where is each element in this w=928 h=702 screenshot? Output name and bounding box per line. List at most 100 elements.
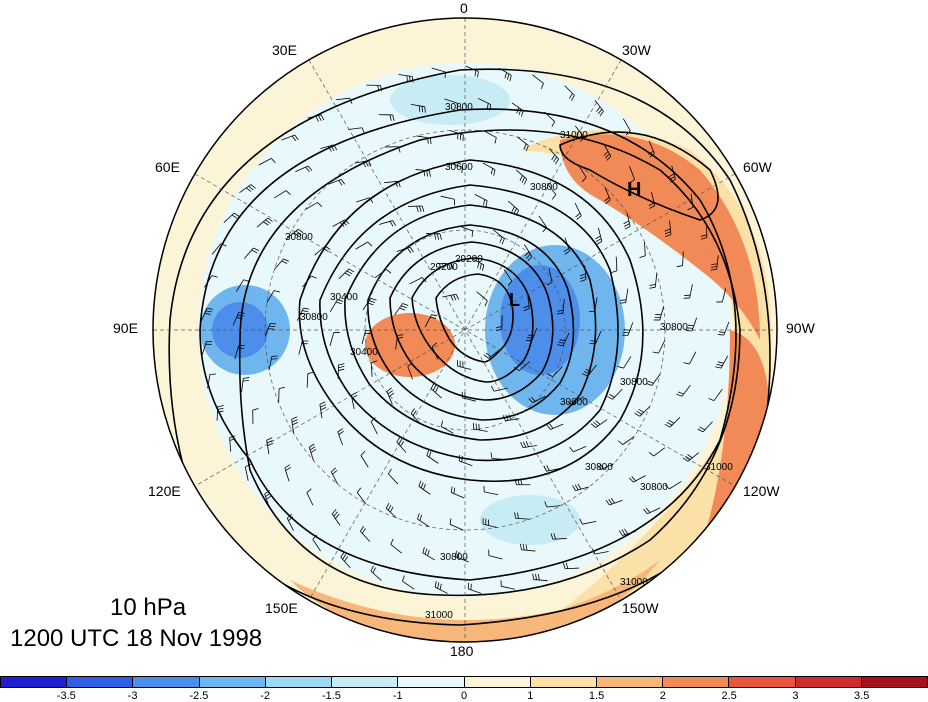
- wind-barb-feather: [270, 158, 276, 163]
- warm-anomaly-center: [365, 313, 455, 377]
- wind-barb: [546, 183, 557, 195]
- wind-barb-feather: [509, 75, 512, 82]
- wind-barb-feather: [293, 232, 299, 237]
- wind-barb: [243, 247, 254, 259]
- wind-barb: [229, 437, 232, 452]
- wind-barb-feather: [574, 484, 579, 491]
- wind-barb: [449, 524, 464, 531]
- wind-barb-feather: [520, 110, 524, 117]
- wind-barb-feather: [596, 464, 602, 470]
- wind-barb-feather: [398, 146, 401, 153]
- wind-barb-feather: [514, 478, 517, 485]
- wind-barb-feather: [518, 108, 522, 115]
- wind-barb-feather: [697, 428, 704, 433]
- wind-barb: [488, 349, 500, 359]
- wind-barb: [595, 331, 602, 345]
- wind-barb: [476, 291, 488, 302]
- wind-barb: [234, 345, 240, 360]
- wind-barb: [524, 244, 533, 257]
- wind-barb-feather: [269, 325, 276, 328]
- wind-barb-feather: [300, 312, 307, 315]
- wind-barb-feather: [621, 334, 629, 336]
- wind-barb: [298, 340, 303, 355]
- wind-barb-feather: [543, 465, 547, 472]
- wind-barb: [550, 423, 564, 430]
- wind-barb-feather: [494, 137, 497, 144]
- wind-barb-feather: [590, 340, 597, 342]
- wind-barb-feather: [411, 76, 414, 83]
- wind-barb-feather: [571, 95, 575, 101]
- wind-barb-feather: [664, 228, 671, 232]
- wind-barb-feather: [652, 351, 659, 354]
- wind-barb-feather: [317, 202, 323, 207]
- wind-barb-feather: [370, 297, 377, 301]
- wind-barb: [572, 396, 584, 406]
- colorbar-tick-label: 2.5: [721, 690, 737, 702]
- wind-barb-feather: [288, 516, 294, 521]
- wind-barb-feather: [620, 299, 627, 301]
- wind-barb-feather: [511, 206, 515, 213]
- wind-barb: [544, 111, 555, 122]
- wind-barb-feather: [306, 488, 312, 493]
- wind-barb: [517, 136, 529, 146]
- wind-barb-feather: [611, 270, 618, 274]
- wind-barb-feather: [409, 76, 411, 83]
- contour-label: 30800: [640, 482, 668, 493]
- wind-barb: [201, 341, 207, 355]
- wind-barb-feather: [263, 221, 269, 226]
- wind-barb-feather: [437, 582, 440, 589]
- contour-1: [298, 159, 644, 483]
- wind-barb: [538, 215, 548, 228]
- wind-barb-feather: [455, 294, 460, 300]
- wind-barb: [483, 523, 497, 528]
- wind-barb-feather: [421, 205, 425, 212]
- wind-barb-feather: [610, 497, 615, 504]
- wind-barb-feather: [421, 277, 427, 283]
- wind-barb-feather: [455, 550, 457, 557]
- wind-barb: [533, 579, 548, 582]
- wind-barb-feather: [623, 329, 630, 331]
- wind-barb: [565, 567, 580, 570]
- wind-barb-feather: [332, 470, 338, 475]
- wind-barb-feather: [527, 256, 533, 262]
- wind-barb: [459, 460, 473, 467]
- wind-barb-feather: [426, 170, 429, 177]
- wind-barb-feather: [551, 121, 556, 128]
- wind-barb-feather: [368, 160, 372, 167]
- wind-barb: [573, 446, 587, 453]
- wind-barb-feather: [593, 421, 599, 427]
- pressure-level-label: 10 hPa: [110, 594, 187, 621]
- wind-barb: [484, 491, 499, 496]
- wind-barb-feather: [398, 438, 403, 445]
- warm-anomaly-south: [290, 560, 660, 642]
- wind-barb-feather: [599, 111, 604, 117]
- wind-barb-feather: [278, 386, 285, 390]
- colorbar-swatch: [530, 677, 597, 687]
- height-contours: [168, 68, 771, 626]
- wind-barb: [651, 191, 656, 206]
- wind-barb-feather: [618, 530, 623, 536]
- wind-barb-feather: [431, 342, 437, 347]
- wind-barb-feather: [542, 227, 548, 233]
- wind-barb: [562, 299, 565, 314]
- wind-barb-feather: [576, 215, 582, 220]
- wind-barb-feather: [428, 451, 432, 458]
- contour-label: 30800: [620, 377, 648, 388]
- wind-barb: [232, 312, 240, 326]
- wind-barb-feather: [231, 214, 238, 219]
- wind-barb-feather: [508, 414, 512, 421]
- wind-barb-feather: [436, 233, 440, 240]
- cold-anomaly-low-core: [500, 265, 580, 375]
- wind-barb: [424, 314, 432, 328]
- wind-barb: [723, 321, 730, 336]
- wind-barb-feather: [450, 486, 453, 493]
- wind-barb-feather: [439, 583, 442, 590]
- wind-barb-feather: [670, 178, 676, 183]
- lon-label-60e: 60E: [155, 159, 180, 175]
- wind-barb-feather: [483, 354, 489, 359]
- wind-barb-feather: [309, 443, 315, 448]
- contour-3: [344, 204, 597, 441]
- wind-barb: [582, 521, 597, 525]
- cold-anomaly-north: [390, 75, 510, 125]
- map-border: [152, 17, 778, 643]
